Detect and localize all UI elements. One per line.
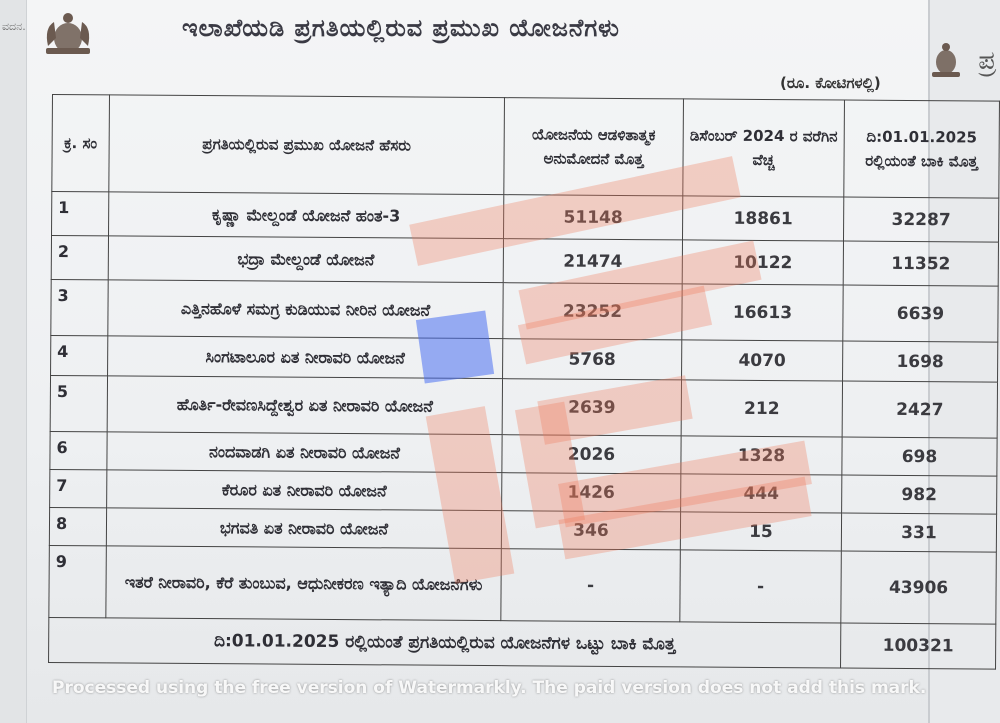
table-row: 8 ಭಗವತಿ ಏತ ನೀರಾವರಿ ಯೋಜನೆ 346 15 331	[49, 507, 997, 553]
sl-no-cell: 6	[49, 431, 108, 470]
sanctioned-cell: 1426	[501, 472, 681, 512]
table-row: 3 ಎತ್ತಿನಹೊಳೆ ಸಮಗ್ರ ಕುಡಿಯುವ ನೀರಿನ ಯೋಜನೆ 2…	[50, 279, 999, 343]
sanctioned-cell: 5768	[502, 338, 682, 380]
projects-table: ಕ್ರ. ಸಂ ಪ್ರಗತಿಯಲ್ಲಿರುವ ಪ್ರಮುಖ ಯೋಜನೆ ಹೆಸರ…	[48, 94, 1000, 670]
sanctioned-cell: 346	[501, 510, 681, 550]
balance-cell: 982	[841, 475, 997, 515]
spent-cell: -	[679, 549, 842, 624]
sl-no-cell: 4	[50, 335, 108, 376]
table-row: 1 ಕೃಷ್ಣಾ ಮೇಲ್ದಂಡೆ ಯೋಜನೆ ಹಂತ-3 51148 1886…	[51, 191, 999, 243]
spent-cell: 18861	[682, 195, 844, 242]
table-row: 6 ನಂದವಾಡಗಿ ಏತ ನೀರಾವರಿ ಯೋಜನೆ 2026 1328 69…	[49, 431, 998, 477]
header-sl-no: ಕ್ರ. ಸಂ	[51, 94, 110, 192]
balance-cell: 32287	[843, 197, 999, 243]
adjacent-page-right: ಪ್ರ	[928, 0, 1000, 723]
table-row: 9 ಇತರೆ ನೀರಾವರಿ, ಕೆರೆ ತುಂಬುವ, ಆಧುನೀಕರಣ ಇತ…	[48, 545, 997, 625]
state-emblem-icon-right	[932, 43, 960, 77]
adjacent-page-left: ವದನ.	[0, 0, 27, 723]
project-name-cell: ಕೆರೂರ ಏತ ನೀರಾವರಿ ಯೋಜನೆ	[106, 469, 502, 511]
state-emblem-icon	[46, 13, 90, 54]
table-row: 4 ಸಿಂಗಟಾಲೂರ ಏತ ನೀರಾವರಿ ಯೋಜನೆ 5768 4070 1…	[50, 335, 998, 383]
balance-cell: 2427	[842, 381, 998, 439]
margin-right-text: ಪ್ರ	[978, 46, 996, 76]
header-sanctioned-amount: ಯೋಜನೆಯ ಆಡಳಿತಾತ್ಮಕ ಅನುಮೋದನೆ ಮೊತ್ತ	[503, 97, 684, 196]
total-row: ದಿ:01.01.2025 ರಲ್ಲಿಯಂತೆ ಪ್ರಗತಿಯಲ್ಲಿರುವ ಯ…	[48, 617, 996, 670]
spent-cell: 4070	[681, 339, 843, 382]
project-name-cell: ಕೃಷ್ಣಾ ಮೇಲ್ದಂಡೆ ಯೋಜನೆ ಹಂತ-3	[108, 191, 504, 239]
project-name-cell: ಸಿಂಗಟಾಲೂರ ಏತ ನೀರಾವರಿ ಯೋಜನೆ	[107, 335, 503, 379]
sanctioned-cell: 2026	[501, 434, 682, 474]
spent-cell: 10122	[682, 239, 844, 286]
project-name-cell: ಎತ್ತಿನಹೊಳೆ ಸಮಗ್ರ ಕುಡಿಯುವ ನೀರಿನ ಯೋಜನೆ	[107, 279, 504, 339]
sanctioned-cell: 23252	[502, 282, 683, 340]
spent-cell: 1328	[680, 435, 843, 476]
balance-cell: 11352	[843, 241, 999, 287]
page-title: ಇಲಾಖೆಯಡಿ ಪ್ರಗತಿಯಲ್ಲಿರುವ ಪ್ರಮುಖ ಯೋಜನೆಗಳು	[182, 14, 620, 42]
margin-left-text: ವದನ.	[2, 20, 26, 33]
sanctioned-cell: -	[500, 548, 681, 622]
project-name-cell: ಇತರೆ ನೀರಾವರಿ, ಕೆರೆ ತುಂಬುವ, ಆಧುನೀಕರಣ ಇತ್ಯ…	[105, 545, 502, 621]
header-expenditure: ಡಿಸೆಂಬರ್ 2024 ರ ವರೆಗಿನ ವೆಚ್ಚ	[682, 98, 845, 198]
sl-no-cell: 8	[49, 507, 107, 546]
balance-cell: 43906	[840, 551, 997, 625]
balance-cell: 331	[841, 513, 997, 553]
sl-no-cell: 1	[51, 191, 109, 236]
table-row: 2 ಭದ್ರಾ ಮೇಲ್ದಂಡೆ ಯೋಜನೆ 21474 10122 11352	[51, 235, 999, 287]
spent-cell: 15	[680, 511, 842, 552]
header-project-name: ಪ್ರಗತಿಯಲ್ಲಿರುವ ಪ್ರಮುಖ ಯೋಜನೆ ಹೆಸರು	[108, 94, 505, 195]
balance-cell: 1698	[842, 341, 998, 383]
sanctioned-cell: 2639	[502, 378, 682, 436]
sl-no-cell: 5	[50, 375, 108, 432]
sanctioned-cell: 51148	[503, 194, 683, 240]
balance-cell: 6639	[842, 285, 999, 343]
project-name-cell: ಭದ್ರಾ ಮೇಲ್ದಂಡೆ ಯೋಜನೆ	[108, 235, 504, 283]
unit-note: (ರೂ. ಕೋಟಿಗಳಲ್ಲಿ)	[780, 74, 881, 92]
sanctioned-cell: 21474	[503, 238, 683, 284]
project-name-cell: ಹೊರ್ತಿ-ರೇವಣಸಿದ್ದೇಶ್ವರ ಏತ ನೀರಾವರಿ ಯೋಜನೆ	[107, 375, 503, 435]
table-row: 5 ಹೊರ್ತಿ-ರೇವಣಸಿದ್ದೇಶ್ವರ ಏತ ನೀರಾವರಿ ಯೋಜನೆ…	[50, 375, 998, 439]
total-label: ದಿ:01.01.2025 ರಲ್ಲಿಯಂತೆ ಪ್ರಗತಿಯಲ್ಲಿರುವ ಯ…	[48, 617, 841, 669]
sl-no-cell: 3	[50, 279, 109, 336]
sl-no-cell: 7	[49, 469, 107, 508]
project-name-cell: ನಂದವಾಡಗಿ ಏತ ನೀರಾವರಿ ಯೋಜನೆ	[106, 431, 503, 473]
sl-no-cell: 9	[48, 545, 107, 618]
spent-cell: 444	[680, 473, 842, 514]
project-name-cell: ಭಗವತಿ ಏತ ನೀರಾವರಿ ಯೋಜನೆ	[106, 507, 502, 549]
header-balance: ದಿ:01.01.2025 ರಲ್ಲಿಯಂತೆ ಬಾಕಿ ಮೊತ್ತ	[843, 100, 1000, 199]
balance-cell: 698	[841, 437, 998, 477]
spent-cell: 212	[681, 379, 843, 438]
total-balance: 100321	[840, 623, 996, 670]
table-row: 7 ಕೆರೂರ ಏತ ನೀರಾವರಿ ಯೋಜನೆ 1426 444 982	[49, 469, 997, 515]
watermark-text: Processed using the free version of Wate…	[52, 678, 927, 698]
spent-cell: 16613	[681, 283, 844, 342]
table-header-row: ಕ್ರ. ಸಂ ಪ್ರಗತಿಯಲ್ಲಿರುವ ಪ್ರಮುಖ ಯೋಜನೆ ಹೆಸರ…	[51, 94, 1000, 199]
sl-no-cell: 2	[51, 235, 109, 280]
